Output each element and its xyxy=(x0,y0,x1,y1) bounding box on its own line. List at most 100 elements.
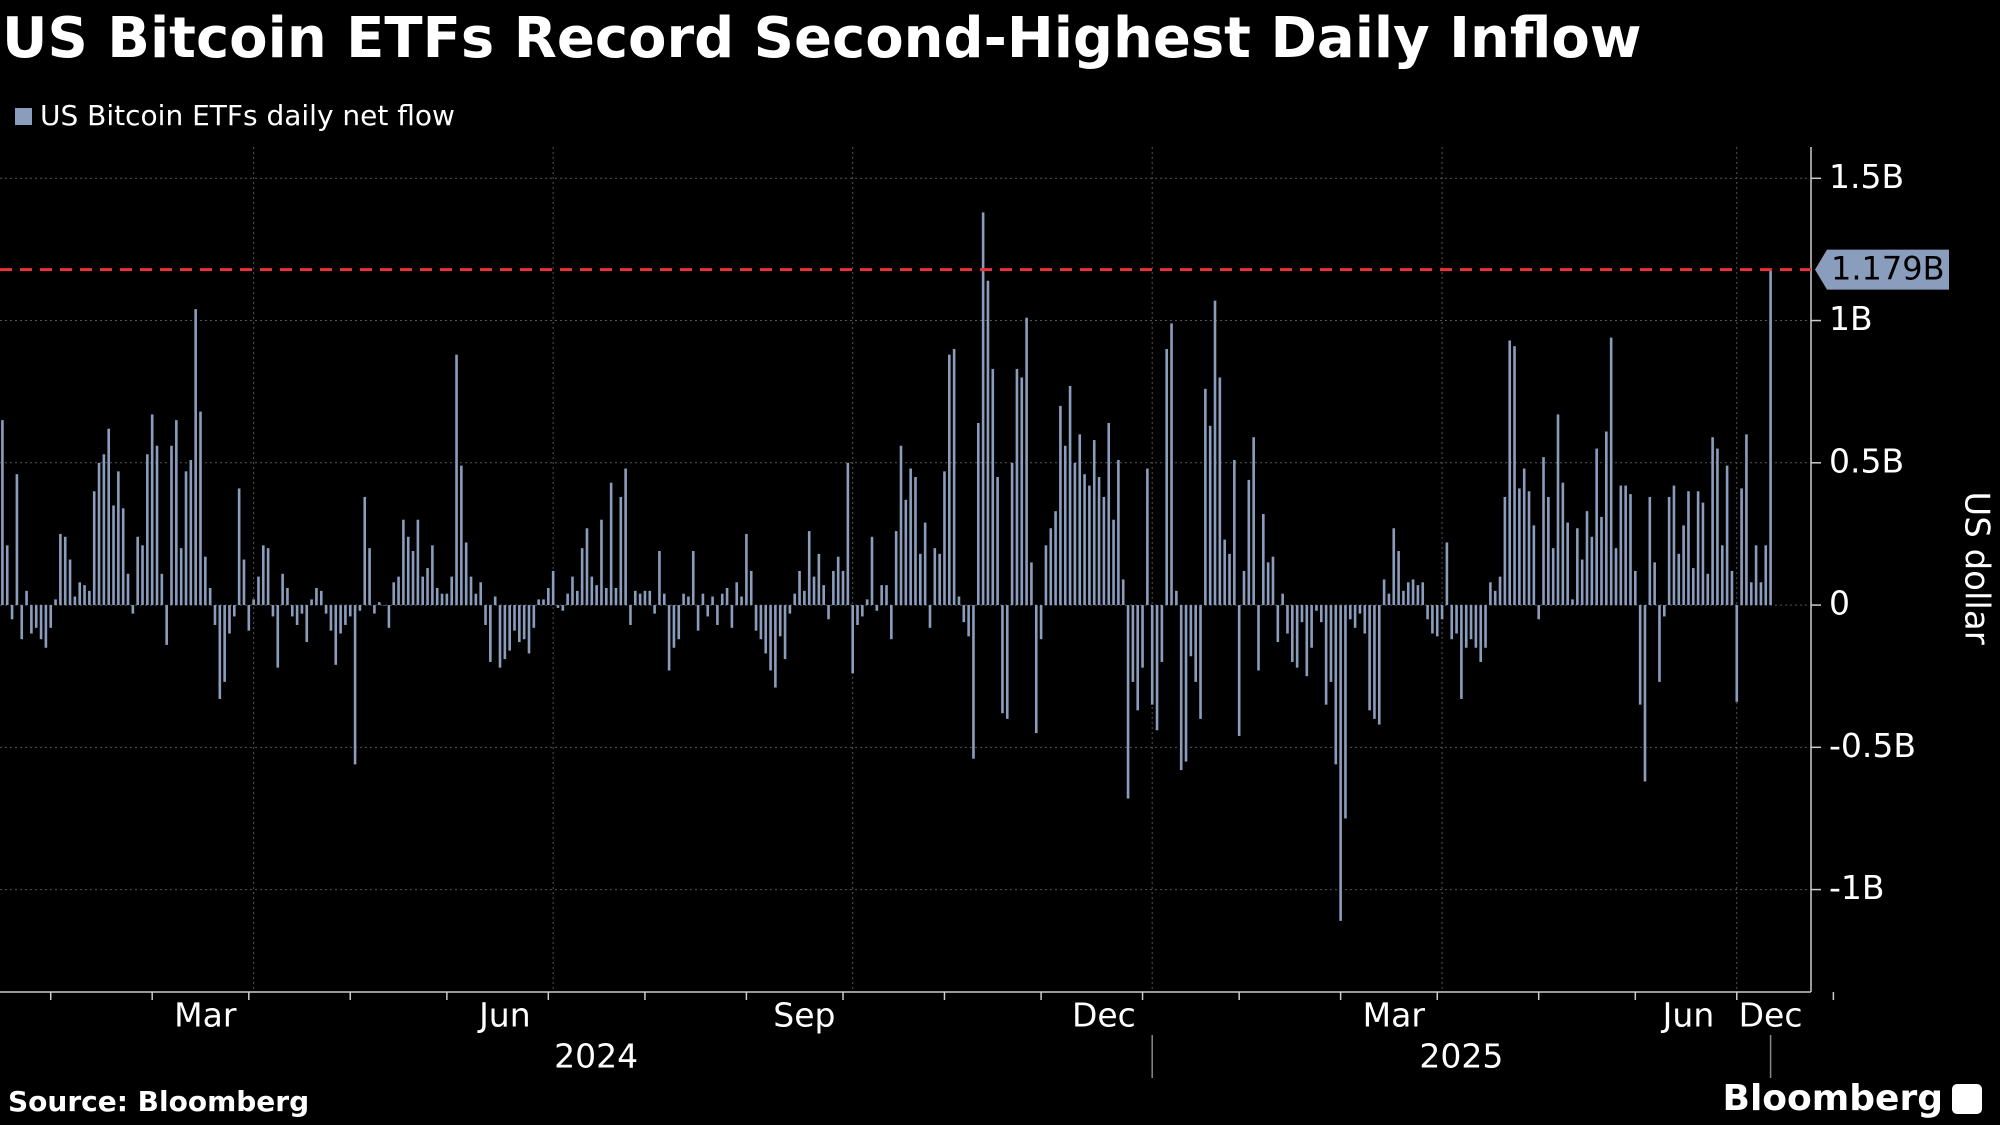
source: Source: Bloomberg xyxy=(8,1085,309,1118)
y-axis-label: US dollar xyxy=(1957,491,1997,644)
bar xyxy=(909,468,912,606)
bar xyxy=(600,519,603,606)
bar xyxy=(576,590,579,606)
bar xyxy=(1083,474,1086,606)
bar xyxy=(928,605,932,628)
bar xyxy=(1595,448,1598,606)
bar xyxy=(411,551,415,606)
bar xyxy=(1556,414,1560,606)
bar xyxy=(832,570,835,606)
x-tick-label: Dec xyxy=(1739,996,1803,1035)
bar xyxy=(769,605,772,671)
bar xyxy=(1435,605,1439,637)
bar xyxy=(1363,605,1367,634)
bar xyxy=(638,593,642,606)
bar xyxy=(1450,605,1454,640)
bar xyxy=(1068,385,1072,606)
bar xyxy=(996,477,999,606)
bar xyxy=(1426,605,1429,620)
bar xyxy=(455,354,458,606)
bar xyxy=(450,576,454,606)
bar xyxy=(1136,605,1140,711)
bar xyxy=(1735,605,1739,702)
bar xyxy=(1005,605,1009,719)
bar xyxy=(1600,516,1603,606)
bar xyxy=(981,212,985,606)
bar xyxy=(561,605,565,611)
bar xyxy=(991,368,995,606)
bar xyxy=(493,596,497,606)
bar xyxy=(1,420,4,606)
bar xyxy=(373,605,376,614)
bar xyxy=(547,587,550,606)
bar xyxy=(290,605,294,617)
bar xyxy=(952,349,956,606)
bar xyxy=(696,605,700,631)
bar xyxy=(237,488,241,606)
bar xyxy=(126,573,130,606)
bar xyxy=(1387,593,1391,606)
bar xyxy=(595,585,598,606)
bar xyxy=(10,605,14,620)
bar xyxy=(1455,605,1458,634)
bar xyxy=(1218,377,1222,606)
bar xyxy=(1406,582,1410,606)
bar xyxy=(20,605,24,640)
bar xyxy=(1286,605,1289,634)
bar xyxy=(735,582,739,606)
bar xyxy=(566,593,569,606)
bar xyxy=(242,559,246,606)
bar xyxy=(1117,459,1120,606)
bar xyxy=(1672,485,1676,606)
bar xyxy=(281,573,284,606)
bar xyxy=(1223,539,1226,606)
bar xyxy=(1725,465,1729,606)
x-tick-label: Sep xyxy=(773,996,835,1035)
bar xyxy=(1498,576,1502,606)
bar xyxy=(1310,605,1313,648)
bar xyxy=(1015,368,1019,606)
bar xyxy=(1701,502,1705,606)
bar xyxy=(1561,482,1565,606)
bar xyxy=(1532,525,1536,606)
bar xyxy=(648,590,652,606)
x-tick-label: Mar xyxy=(174,996,237,1035)
bar xyxy=(904,499,908,606)
bar xyxy=(73,596,77,606)
bar xyxy=(571,576,574,606)
bar xyxy=(778,605,782,637)
bar xyxy=(1199,605,1202,719)
bar xyxy=(870,536,874,606)
bar xyxy=(1030,562,1033,606)
y-tick-label: 1.5B xyxy=(1829,157,1904,196)
bar xyxy=(160,573,164,606)
bar xyxy=(662,593,666,606)
bar xyxy=(899,445,903,606)
bar xyxy=(1730,570,1734,606)
bar xyxy=(382,605,386,606)
bar xyxy=(783,605,787,660)
bar xyxy=(1257,605,1260,671)
bar xyxy=(1049,528,1053,606)
bar xyxy=(532,605,536,628)
bar xyxy=(919,553,922,606)
bar xyxy=(117,471,120,606)
bar xyxy=(1445,542,1449,606)
bar xyxy=(1175,590,1178,606)
bar xyxy=(1377,605,1381,725)
brand-icon xyxy=(1952,1084,1982,1114)
bar xyxy=(1184,605,1188,762)
bar xyxy=(49,605,53,628)
bar xyxy=(319,590,323,606)
bar xyxy=(300,605,304,614)
bar xyxy=(880,585,883,606)
bar xyxy=(25,590,28,606)
bar xyxy=(92,491,96,606)
bar xyxy=(377,602,381,606)
reference-label: 1.179B xyxy=(1831,250,1945,288)
bar xyxy=(875,605,879,611)
bar xyxy=(276,605,280,668)
bar xyxy=(1204,388,1207,606)
bar xyxy=(1629,494,1632,606)
bar xyxy=(15,474,19,606)
